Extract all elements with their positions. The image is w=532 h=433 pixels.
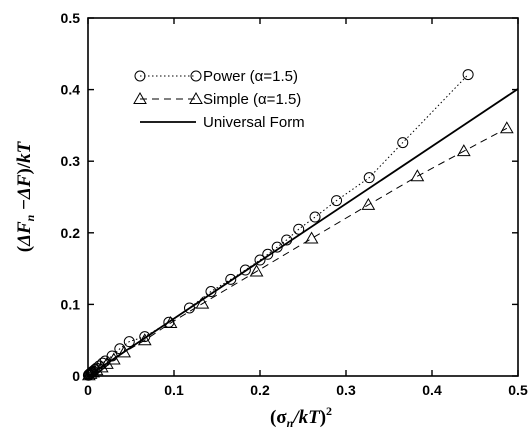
series-0-point — [183, 302, 195, 314]
legend: Power (α=1.5) Simple (α=1.5) Universal For… — [133, 68, 305, 131]
series-0-point — [309, 211, 321, 223]
series-line-1 — [88, 127, 508, 376]
series-1-point — [499, 121, 514, 134]
series-0-point — [106, 350, 118, 362]
series-0-point — [397, 137, 409, 149]
series-0-point — [331, 195, 343, 207]
series-0-point — [254, 254, 266, 266]
x-tick-label: 0.1 — [164, 382, 184, 398]
series-1-point — [106, 352, 121, 365]
legend-label-1: Simple (α=1.5) — [203, 91, 301, 108]
series-1-point — [94, 360, 109, 373]
series-0-point — [363, 172, 375, 184]
series-0-point — [293, 223, 305, 235]
x-tick-label: 0 — [84, 382, 92, 398]
plot-frame — [87, 17, 519, 377]
series-0-point — [139, 331, 151, 343]
x-tick-label: 0.2 — [250, 382, 270, 398]
legend-marker-1 — [189, 91, 203, 104]
y-axis-label: (ΔFn −ΔF)/kT — [14, 140, 37, 252]
y-tick-label: 0.2 — [61, 225, 81, 241]
x-tick-label: 0.3 — [336, 382, 356, 398]
legend-marker-0 — [190, 70, 202, 82]
series-1-point — [304, 231, 319, 244]
x-axis-label: (σn/kT)2 — [270, 404, 332, 430]
series-1-point — [100, 356, 114, 369]
series-1-point — [137, 333, 152, 346]
marker-layer — [81, 69, 514, 381]
series-1-point — [195, 296, 210, 309]
legend-label-0: Power (α=1.5) — [203, 68, 298, 85]
series-0-point — [123, 336, 135, 348]
series-0-point — [281, 234, 293, 246]
series-1-point — [89, 363, 104, 376]
y-tick-label: 0.3 — [61, 153, 81, 169]
legend-label-2: Universal Form — [203, 114, 305, 131]
series-1-point — [456, 144, 471, 157]
series-0-point — [262, 248, 274, 260]
series-1-point — [117, 345, 131, 358]
series-0-point — [239, 264, 251, 276]
series-0-point — [225, 273, 237, 285]
series-1-point — [410, 169, 425, 182]
tick-layer: 0 0.1 0.2 0.3 0.4 0.5 0 0.1 0.2 0.3 0.4 0.5 — [61, 10, 528, 398]
series-0-point — [205, 286, 217, 298]
series-1-point — [361, 197, 376, 210]
y-tick-label: 0.1 — [61, 296, 81, 312]
y-tick-label: 0.4 — [61, 82, 81, 98]
legend-marker-1 — [133, 91, 147, 104]
y-tick-label: 0.5 — [61, 10, 81, 26]
series-1-point — [249, 264, 264, 277]
series-0-point — [462, 69, 474, 81]
x-tick-label: 0.4 — [422, 382, 442, 398]
series-1-point — [163, 316, 178, 329]
series-0-point — [271, 241, 283, 253]
legend-marker-0 — [134, 70, 146, 82]
x-tick-label: 0.5 — [508, 382, 528, 398]
y-tick-label: 0 — [72, 368, 80, 384]
